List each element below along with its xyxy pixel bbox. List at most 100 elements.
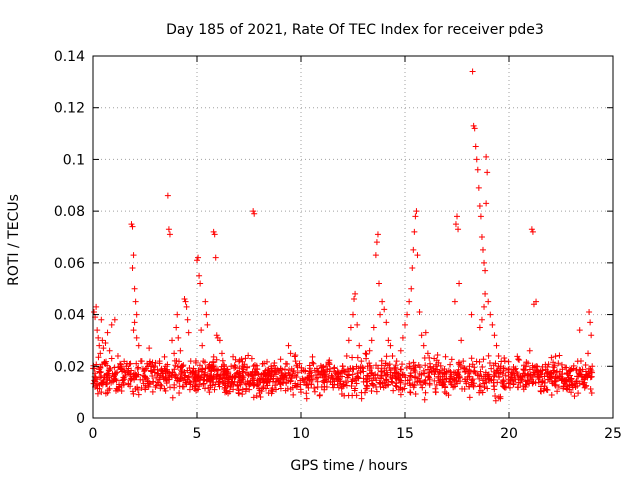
data-point	[485, 298, 492, 305]
data-point	[372, 252, 379, 259]
data-point	[174, 311, 181, 318]
data-point	[339, 363, 346, 370]
background-data-point	[421, 370, 428, 377]
background-data-point	[260, 370, 267, 377]
background-data-point	[327, 379, 334, 386]
data-point	[160, 376, 167, 383]
data-point	[397, 347, 404, 354]
background-data-point	[432, 388, 439, 395]
background-data-point	[178, 368, 185, 375]
background-data-point	[555, 360, 562, 367]
background-data-point	[349, 354, 356, 361]
data-point	[131, 319, 138, 326]
data-point	[104, 329, 111, 336]
background-data-point	[176, 383, 183, 390]
background-data-point	[311, 384, 318, 391]
background-data-point	[236, 365, 243, 372]
data-point	[370, 324, 377, 331]
data-point	[399, 334, 406, 341]
data-point	[458, 337, 465, 344]
background-data-point	[398, 366, 405, 373]
background-data-point	[570, 362, 577, 369]
background-data-point	[173, 358, 180, 365]
background-data-point	[373, 362, 380, 369]
background-data-point	[255, 371, 262, 378]
background-data-point	[95, 354, 102, 361]
data-point	[100, 345, 107, 352]
background-data-point	[443, 376, 450, 383]
background-data-point	[347, 365, 354, 372]
data-point	[129, 223, 136, 230]
background-data-point	[253, 392, 260, 399]
x-tick-label: 10	[292, 426, 310, 442]
data-point	[137, 358, 144, 365]
background-data-point	[492, 397, 499, 404]
data-point	[535, 368, 542, 375]
data-point	[587, 319, 594, 326]
data-point	[480, 246, 486, 253]
data-point	[473, 156, 480, 163]
data-point	[218, 350, 225, 357]
data-point	[471, 125, 478, 132]
background-data-point	[399, 361, 406, 368]
background-data-point	[569, 384, 576, 391]
background-data-point	[480, 356, 487, 363]
background-data-point	[357, 369, 364, 376]
background-data-point	[248, 355, 255, 362]
data-point	[495, 352, 502, 359]
background-data-point	[587, 374, 594, 381]
data-point	[327, 365, 334, 372]
background-data-point	[364, 372, 371, 379]
background-data-point	[526, 379, 533, 386]
data-point	[484, 169, 491, 176]
y-tick-label: 0.08	[54, 204, 85, 220]
background-data-point	[378, 368, 385, 375]
data-point	[526, 347, 533, 354]
data-point	[547, 373, 554, 380]
background-data-point	[134, 365, 141, 372]
data-point	[487, 311, 494, 318]
x-tick-label: 20	[500, 426, 518, 442]
background-data-point	[465, 383, 472, 390]
data-point	[343, 352, 350, 359]
data-point	[411, 228, 418, 235]
background-data-point	[422, 389, 429, 396]
data-point	[510, 378, 517, 385]
y-axis-label: ROTI / TECUs	[6, 194, 22, 286]
background-data-point	[539, 377, 546, 384]
data-point	[481, 259, 488, 266]
data-point	[146, 345, 153, 352]
data-point	[468, 311, 475, 318]
background-data-point	[505, 380, 512, 387]
background-data-point	[161, 353, 168, 360]
background-data-point	[486, 360, 493, 367]
background-data-point	[307, 365, 314, 372]
background-data-point	[363, 385, 370, 392]
data-point	[560, 376, 567, 383]
data-point	[412, 213, 419, 220]
data-point	[100, 378, 107, 385]
background-data-point	[290, 367, 297, 374]
data-point	[478, 316, 485, 323]
background-data-point	[145, 383, 152, 390]
background-data-point	[468, 355, 475, 362]
background-data-point	[471, 368, 478, 375]
data-point	[200, 358, 207, 365]
data-point	[175, 334, 182, 341]
background-data-point	[379, 380, 386, 387]
data-point	[91, 308, 98, 315]
data-point	[477, 213, 484, 220]
data-point	[239, 386, 246, 393]
background-data-point	[259, 385, 266, 392]
data-point	[586, 308, 593, 315]
background-data-point	[476, 358, 483, 365]
data-point	[464, 376, 471, 383]
data-point	[469, 68, 476, 75]
data-point	[352, 290, 359, 297]
background-data-point	[558, 371, 565, 378]
background-data-point	[526, 366, 533, 373]
background-data-point	[436, 368, 443, 375]
data-point	[402, 321, 408, 328]
background-data-point	[554, 368, 561, 375]
